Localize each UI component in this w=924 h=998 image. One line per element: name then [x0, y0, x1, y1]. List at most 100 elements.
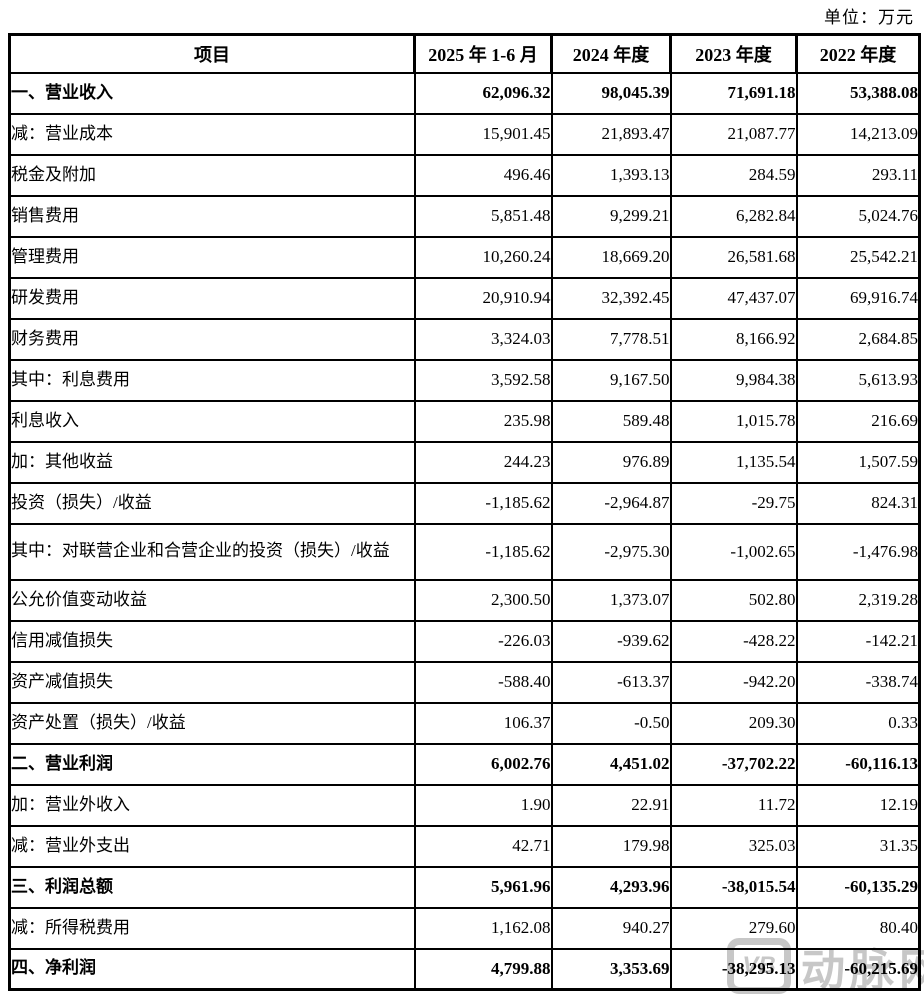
row-value: 496.46 — [413, 153, 553, 197]
column-header-item: 项目 — [8, 33, 416, 74]
row-label: 管理费用 — [8, 235, 416, 279]
row-value: 1.90 — [413, 783, 553, 827]
row-value: 53,388.08 — [795, 71, 921, 115]
table-row: 销售费用 5,851.48 9,299.21 6,282.84 5,024.76 — [8, 194, 921, 238]
row-value: 6,282.84 — [669, 194, 798, 238]
row-value: -1,476.98 — [795, 522, 921, 581]
row-value: 8,166.92 — [669, 317, 798, 361]
row-label: 加：营业外收入 — [8, 783, 416, 827]
row-label: 加：其他收益 — [8, 440, 416, 484]
row-value: 12.19 — [795, 783, 921, 827]
row-value: 179.98 — [550, 824, 672, 868]
row-value: 5,961.96 — [413, 865, 553, 909]
row-value: 14,213.09 — [795, 112, 921, 156]
row-value: 3,324.03 — [413, 317, 553, 361]
column-header-period: 2023 年度 — [669, 33, 798, 74]
table-row: 加：营业外收入 1.90 22.91 11.72 12.19 — [8, 783, 921, 827]
row-value: -60,135.29 — [795, 865, 921, 909]
row-value: 976.89 — [550, 440, 672, 484]
row-label: 资产处置（损失）/收益 — [8, 701, 416, 745]
row-value: -428.22 — [669, 619, 798, 663]
row-value: 4,451.02 — [550, 742, 672, 786]
table-row: 信用减值损失 -226.03 -939.62 -428.22 -142.21 — [8, 619, 921, 663]
row-value: 3,592.58 — [413, 358, 553, 402]
row-label: 其中：利息费用 — [8, 358, 416, 402]
row-value: 4,799.88 — [413, 947, 553, 991]
table-row: 税金及附加 496.46 1,393.13 284.59 293.11 — [8, 153, 921, 197]
row-value: -37,702.22 — [669, 742, 798, 786]
row-value: 98,045.39 — [550, 71, 672, 115]
row-value: -142.21 — [795, 619, 921, 663]
row-label: 信用减值损失 — [8, 619, 416, 663]
row-value: 2,684.85 — [795, 317, 921, 361]
table-row: 财务费用 3,324.03 7,778.51 8,166.92 2,684.85 — [8, 317, 921, 361]
row-value: -939.62 — [550, 619, 672, 663]
row-label: 二、营业利润 — [8, 742, 416, 786]
row-label: 三、利润总额 — [8, 865, 416, 909]
row-label: 利息收入 — [8, 399, 416, 443]
row-value: 589.48 — [550, 399, 672, 443]
row-label: 财务费用 — [8, 317, 416, 361]
column-header-period: 2025 年 1-6 月 — [413, 33, 553, 74]
row-value: -338.74 — [795, 660, 921, 704]
row-value: 502.80 — [669, 578, 798, 622]
row-value: 21,087.77 — [669, 112, 798, 156]
row-value: 293.11 — [795, 153, 921, 197]
row-value: 940.27 — [550, 906, 672, 950]
row-value: 22.91 — [550, 783, 672, 827]
row-value: 0.33 — [795, 701, 921, 745]
table-row: 减：营业外支出 42.71 179.98 325.03 31.35 — [8, 824, 921, 868]
row-value: -38,295.13 — [669, 947, 798, 991]
row-value: 20,910.94 — [413, 276, 553, 320]
column-header-period: 2022 年度 — [795, 33, 921, 74]
row-value: 244.23 — [413, 440, 553, 484]
row-value: 1,015.78 — [669, 399, 798, 443]
row-value: 7,778.51 — [550, 317, 672, 361]
row-value: 9,984.38 — [669, 358, 798, 402]
row-value: -226.03 — [413, 619, 553, 663]
row-value: 5,613.93 — [795, 358, 921, 402]
row-value: 62,096.32 — [413, 71, 553, 115]
row-label: 资产减值损失 — [8, 660, 416, 704]
table-row: 四、净利润 4,799.88 3,353.69 -38,295.13 -60,215.6… — [8, 947, 921, 991]
row-value: -1,002.65 — [669, 522, 798, 581]
table-row: 管理费用 10,260.24 18,669.20 26,581.68 25,542.21 — [8, 235, 921, 279]
table-row: 资产减值损失 -588.40 -613.37 -942.20 -338.74 — [8, 660, 921, 704]
row-value: 2,319.28 — [795, 578, 921, 622]
row-value: 6,002.76 — [413, 742, 553, 786]
row-value: 11.72 — [669, 783, 798, 827]
row-value: 5,024.76 — [795, 194, 921, 238]
row-value: -588.40 — [413, 660, 553, 704]
row-value: 25,542.21 — [795, 235, 921, 279]
row-value: -942.20 — [669, 660, 798, 704]
row-label: 一、营业收入 — [8, 71, 416, 115]
row-value: 15,901.45 — [413, 112, 553, 156]
table-row: 三、利润总额 5,961.96 4,293.96 -38,015.54 -60,135.… — [8, 865, 921, 909]
table-row: 其中：利息费用 3,592.58 9,167.50 9,984.38 5,613.93 — [8, 358, 921, 402]
row-value: 31.35 — [795, 824, 921, 868]
table-row: 研发费用 20,910.94 32,392.45 47,437.07 69,916.74 — [8, 276, 921, 320]
row-value: 3,353.69 — [550, 947, 672, 991]
row-value: 69,916.74 — [795, 276, 921, 320]
row-value: 216.69 — [795, 399, 921, 443]
row-value: 284.59 — [669, 153, 798, 197]
row-label: 税金及附加 — [8, 153, 416, 197]
row-label: 公允价值变动收益 — [8, 578, 416, 622]
table-row: 投资（损失）/收益 -1,185.62 -2,964.87 -29.75 824.31 — [8, 481, 921, 525]
row-value: 32,392.45 — [550, 276, 672, 320]
row-value: 4,293.96 — [550, 865, 672, 909]
table-row: 一、营业收入 62,096.32 98,045.39 71,691.18 53,388.… — [8, 71, 921, 115]
row-value: 325.03 — [669, 824, 798, 868]
unit-label: 单位：万元 — [824, 8, 914, 27]
row-value: 9,167.50 — [550, 358, 672, 402]
row-value: 26,581.68 — [669, 235, 798, 279]
row-value: 106.37 — [413, 701, 553, 745]
row-label: 减：所得税费用 — [8, 906, 416, 950]
row-value: -1,185.62 — [413, 522, 553, 581]
row-value: -2,975.30 — [550, 522, 672, 581]
row-label: 研发费用 — [8, 276, 416, 320]
row-label: 销售费用 — [8, 194, 416, 238]
header-row: 项目 2025 年 1-6 月 2024 年度 2023 年度 2022 年度 — [8, 33, 921, 74]
row-label: 减：营业外支出 — [8, 824, 416, 868]
row-value: 209.30 — [669, 701, 798, 745]
